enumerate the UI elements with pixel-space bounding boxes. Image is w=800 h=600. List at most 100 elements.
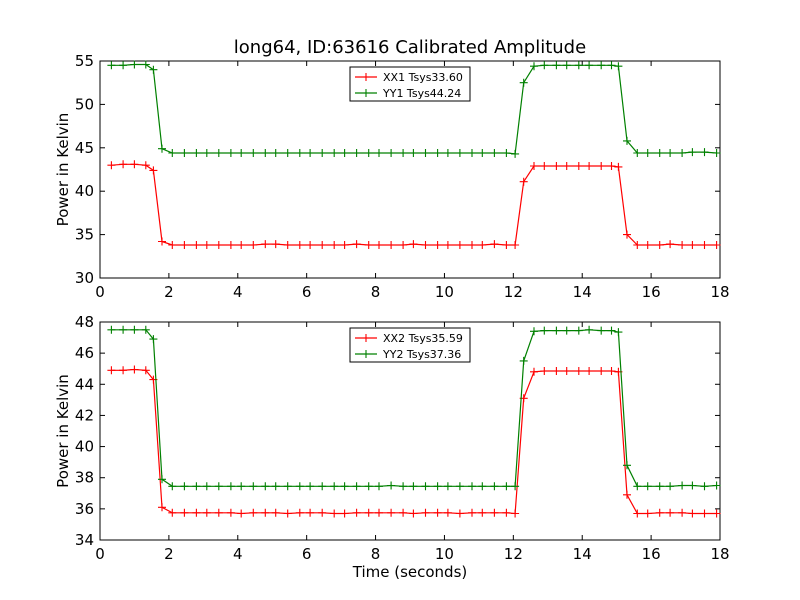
x-tick-label: 4 [233, 545, 243, 563]
data-point-marker [149, 335, 158, 344]
data-point-marker [168, 149, 177, 157]
legend-box [349, 327, 471, 363]
x-axis-label: Time (seconds) [352, 563, 468, 581]
series-line [111, 163, 717, 246]
data-point-marker [623, 230, 631, 239]
data-point-marker [455, 241, 464, 249]
data-point-marker [478, 508, 487, 517]
y-tick-label: 46 [75, 344, 94, 362]
data-point-marker [468, 482, 476, 491]
data-point-marker [214, 241, 223, 249]
data-point-marker [502, 482, 511, 491]
data-point-marker [643, 509, 652, 518]
data-point-marker [340, 241, 349, 249]
data-point-marker [607, 162, 616, 170]
data-point-marker [643, 482, 652, 491]
data-point-marker [511, 149, 520, 158]
data-point-marker [666, 240, 675, 249]
data-point-marker [237, 509, 246, 518]
legend-marker [362, 89, 370, 97]
y-tick-label: 35 [75, 226, 94, 244]
data-point-marker [490, 482, 499, 491]
data-point-marker [614, 328, 623, 337]
x-tick-label: 6 [302, 545, 312, 563]
legend-label: XX1 Tsys33.60 [383, 71, 463, 84]
y-tick-label: 40 [75, 438, 94, 456]
data-point-marker [455, 509, 464, 518]
data-point-marker [574, 162, 583, 170]
data-point-marker [306, 508, 315, 517]
data-point-marker [249, 241, 258, 249]
data-point-marker [409, 149, 418, 157]
data-point-marker [306, 149, 315, 157]
data-point-marker [468, 149, 476, 157]
data-point-marker [655, 482, 664, 491]
data-point-marker [468, 508, 476, 517]
legend-item: XX1 Tsys33.60 [355, 71, 463, 84]
x-tick-label: 16 [642, 545, 661, 563]
data-point-marker [666, 482, 675, 491]
x-tick-label: 4 [233, 283, 243, 301]
data-point-marker [130, 365, 139, 374]
legend-marker [362, 73, 370, 81]
data-point-marker [597, 326, 606, 335]
data-point-marker [158, 144, 166, 153]
data-point-marker [607, 326, 616, 335]
data-point-marker [318, 149, 327, 157]
data-point-marker [443, 482, 452, 491]
data-point-marker [614, 62, 623, 71]
data-point-marker [283, 482, 292, 491]
x-tick-label: 12 [504, 283, 523, 301]
x-tick-label: 2 [164, 545, 174, 563]
data-point-marker [295, 149, 304, 157]
data-point-marker [318, 482, 327, 491]
data-point-marker [530, 162, 538, 170]
data-point-marker [375, 482, 383, 491]
x-tick-label: 2 [164, 283, 174, 301]
data-point-marker [633, 482, 642, 491]
data-point-marker [249, 482, 258, 491]
data-point-marker [295, 508, 304, 517]
x-tick-label: 16 [642, 283, 661, 301]
data-point-marker [678, 481, 687, 490]
y-tick-label: 34 [75, 531, 94, 549]
data-point-marker [180, 508, 189, 517]
axes-frame [99, 60, 721, 279]
data-point-marker [271, 482, 280, 491]
series-xx2 [107, 365, 721, 518]
data-point-marker [562, 367, 571, 375]
data-point-marker [597, 61, 606, 70]
data-point-marker [107, 366, 116, 375]
data-point-marker [261, 240, 270, 249]
data-point-marker [478, 149, 487, 157]
data-point-marker [574, 326, 583, 335]
data-point-marker [141, 325, 150, 334]
legend-label: YY2 Tsys37.36 [382, 348, 461, 361]
data-point-marker [214, 482, 223, 491]
y-tick-label: 30 [75, 269, 94, 287]
data-point-marker [502, 508, 511, 517]
data-point-marker [623, 461, 631, 470]
data-point-marker [574, 367, 583, 375]
data-point-marker [562, 162, 571, 170]
data-point-marker [192, 508, 201, 517]
data-point-marker [409, 482, 418, 491]
data-point-marker [330, 149, 339, 157]
data-point-marker [352, 482, 361, 491]
data-point-marker [295, 482, 304, 491]
y-tick-label: 36 [75, 500, 94, 518]
data-point-marker [149, 166, 158, 175]
data-point-marker [688, 481, 697, 490]
data-point-marker [688, 241, 697, 249]
data-point-marker [562, 326, 571, 335]
data-point-marker [261, 508, 270, 517]
data-point-marker [700, 509, 709, 518]
data-point-marker [180, 149, 189, 157]
data-point-marker [519, 177, 528, 186]
legend-label: XX2 Tsys35.59 [383, 332, 463, 345]
data-point-marker [119, 160, 128, 169]
data-point-marker [330, 482, 339, 491]
data-point-marker [678, 149, 687, 157]
data-point-marker [655, 241, 664, 249]
